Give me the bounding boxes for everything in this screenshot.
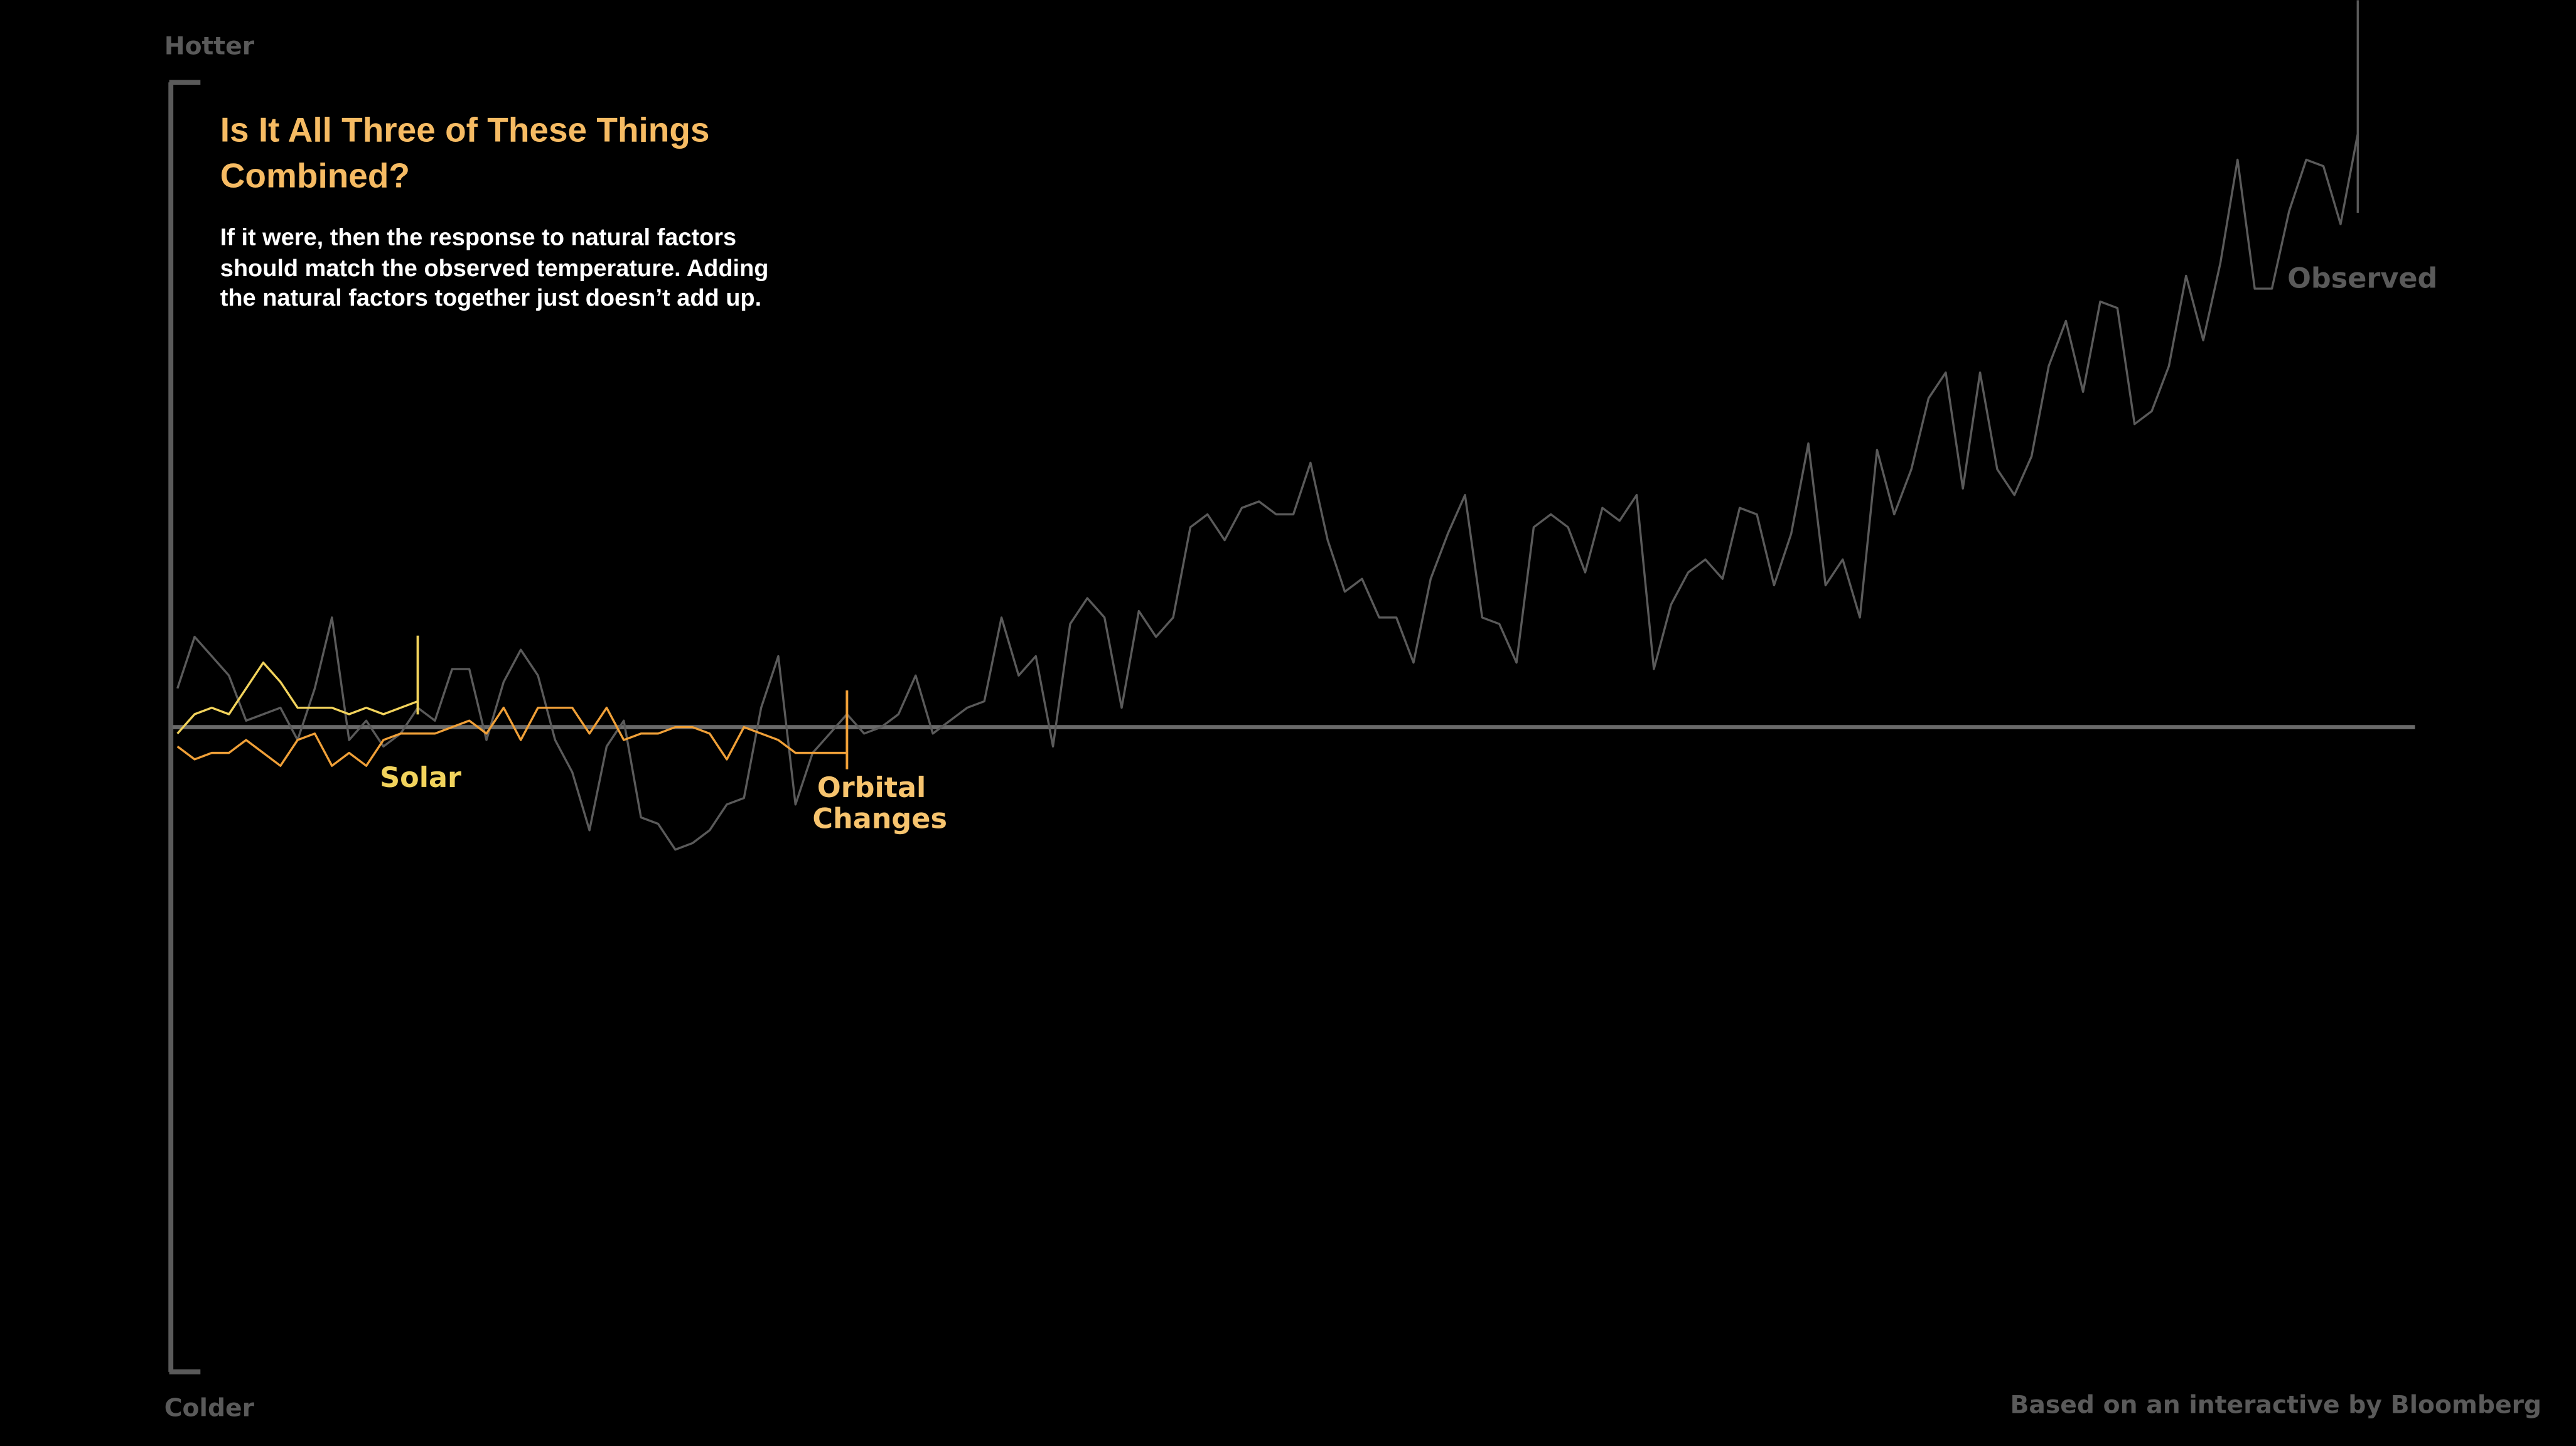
chart-subtitle: If it were, then the response to natural… bbox=[220, 225, 769, 313]
series-label: Solar bbox=[380, 762, 461, 794]
chart-title: Is It All Three of These Things Combined… bbox=[220, 112, 710, 196]
top-label: Hotter bbox=[164, 33, 255, 61]
series-label: Observed bbox=[2287, 262, 2437, 294]
series-line bbox=[176, 134, 2359, 851]
credit: Based on an interactive by Bloomberg bbox=[2010, 1391, 2542, 1419]
bottom-label: Colder bbox=[164, 1395, 255, 1423]
title-box: Is It All Three of These Things Combined… bbox=[220, 112, 710, 196]
subtitle-box: If it were, then the response to natural… bbox=[220, 225, 769, 313]
series-line bbox=[176, 661, 419, 734]
series-label: Orbital Changes bbox=[812, 774, 947, 837]
series-label-box: Orbital Changes bbox=[812, 774, 947, 837]
series-line bbox=[176, 707, 847, 767]
